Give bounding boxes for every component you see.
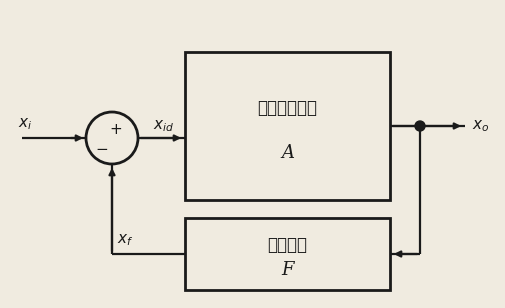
Text: +: + [110, 121, 122, 136]
Text: 基本放大电路: 基本放大电路 [258, 99, 318, 117]
Text: $x_i$: $x_i$ [18, 116, 32, 132]
Text: F: F [281, 261, 294, 279]
Circle shape [415, 121, 425, 131]
Text: $x_o$: $x_o$ [472, 118, 489, 134]
Bar [185, 52, 390, 200]
Text: $x_f$: $x_f$ [117, 232, 133, 248]
Text: 反馈网络: 反馈网络 [268, 236, 308, 254]
Bar [185, 218, 390, 290]
Text: $x_{id}$: $x_{id}$ [153, 118, 174, 134]
Text: −: − [95, 143, 109, 157]
Text: A: A [281, 144, 294, 162]
